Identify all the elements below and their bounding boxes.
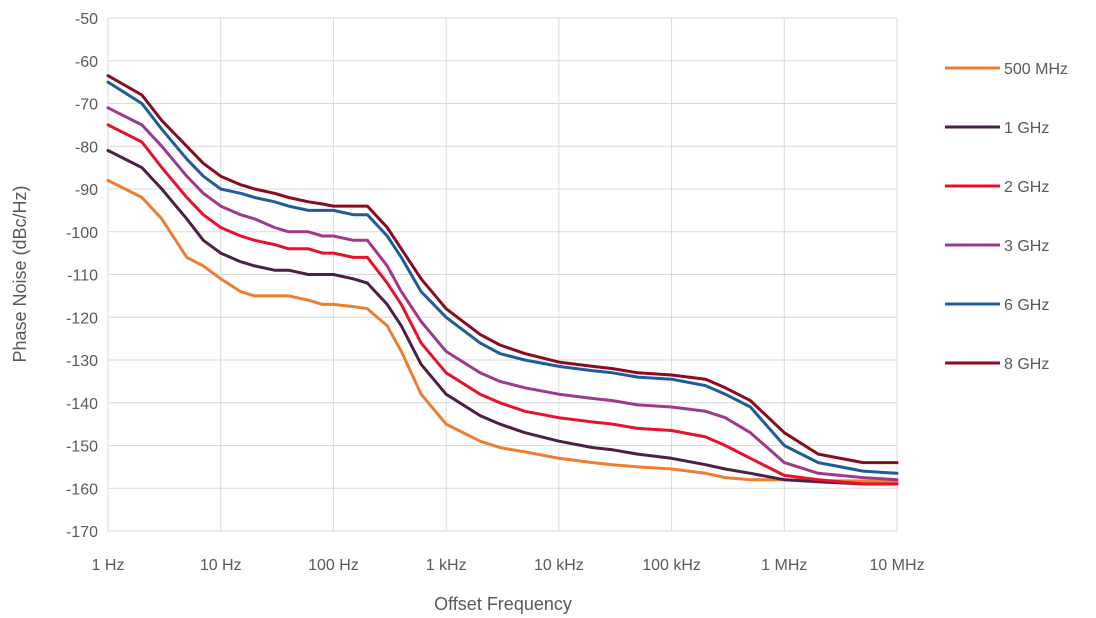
series-line [106, 80, 899, 475]
y-tick-label: -70 [75, 97, 98, 114]
x-tick-label: 1 kHz [426, 557, 467, 574]
legend-label: 8 GHz [1004, 356, 1049, 373]
y-tick-label: -110 [67, 268, 98, 285]
y-tick-label: -90 [75, 182, 98, 199]
y-tick-label: -60 [75, 54, 98, 71]
series-line [106, 149, 899, 486]
y-tick-label: -140 [66, 396, 98, 413]
y-tick-label: -160 [66, 481, 98, 498]
legend-label: 2 GHz [1004, 179, 1049, 196]
x-tick-label: 1 Hz [92, 557, 125, 574]
y-tick-label: -50 [75, 11, 98, 28]
x-tick-label: 10 MHz [869, 557, 924, 574]
legend-label: 1 GHz [1004, 120, 1049, 137]
y-tick-label: -100 [66, 225, 98, 242]
legend-label: 3 GHz [1004, 238, 1049, 255]
series-line [106, 178, 899, 484]
legend: 500 MHz 1 GHz 2 GHz 3 GHz 6 GHz 8 GHz [945, 61, 1068, 373]
x-axis-title: Offset Frequency [434, 594, 572, 614]
series-lines [106, 74, 899, 486]
y-tick-label: -170 [66, 524, 98, 541]
x-tick-label: 100 Hz [308, 557, 359, 574]
gridlines [107, 17, 898, 532]
x-axis-tick-labels: 1 Hz 10 Hz 100 Hz 1 kHz 10 kHz 100 kHz 1 MHz 10… [92, 557, 925, 574]
y-axis-tick-labels: -50 -60 -70 -80 -90 -100 -110 -120 -130 -140 -150 -… [66, 11, 98, 541]
x-tick-label: 100 kHz [642, 557, 701, 574]
y-tick-label: -80 [75, 139, 98, 156]
y-tick-label: -150 [66, 439, 98, 456]
series-line [106, 74, 899, 465]
y-tick-label: -130 [66, 353, 98, 370]
x-tick-label: 10 kHz [534, 557, 584, 574]
series-line [106, 123, 899, 486]
x-tick-label: 10 Hz [200, 557, 242, 574]
legend-label: 500 MHz [1004, 61, 1068, 78]
series-line [106, 106, 899, 482]
y-tick-label: -120 [66, 310, 98, 327]
x-tick-label: 1 MHz [761, 557, 807, 574]
legend-label: 6 GHz [1004, 297, 1049, 314]
y-axis-title: Phase Noise (dBc/Hz) [10, 185, 30, 362]
